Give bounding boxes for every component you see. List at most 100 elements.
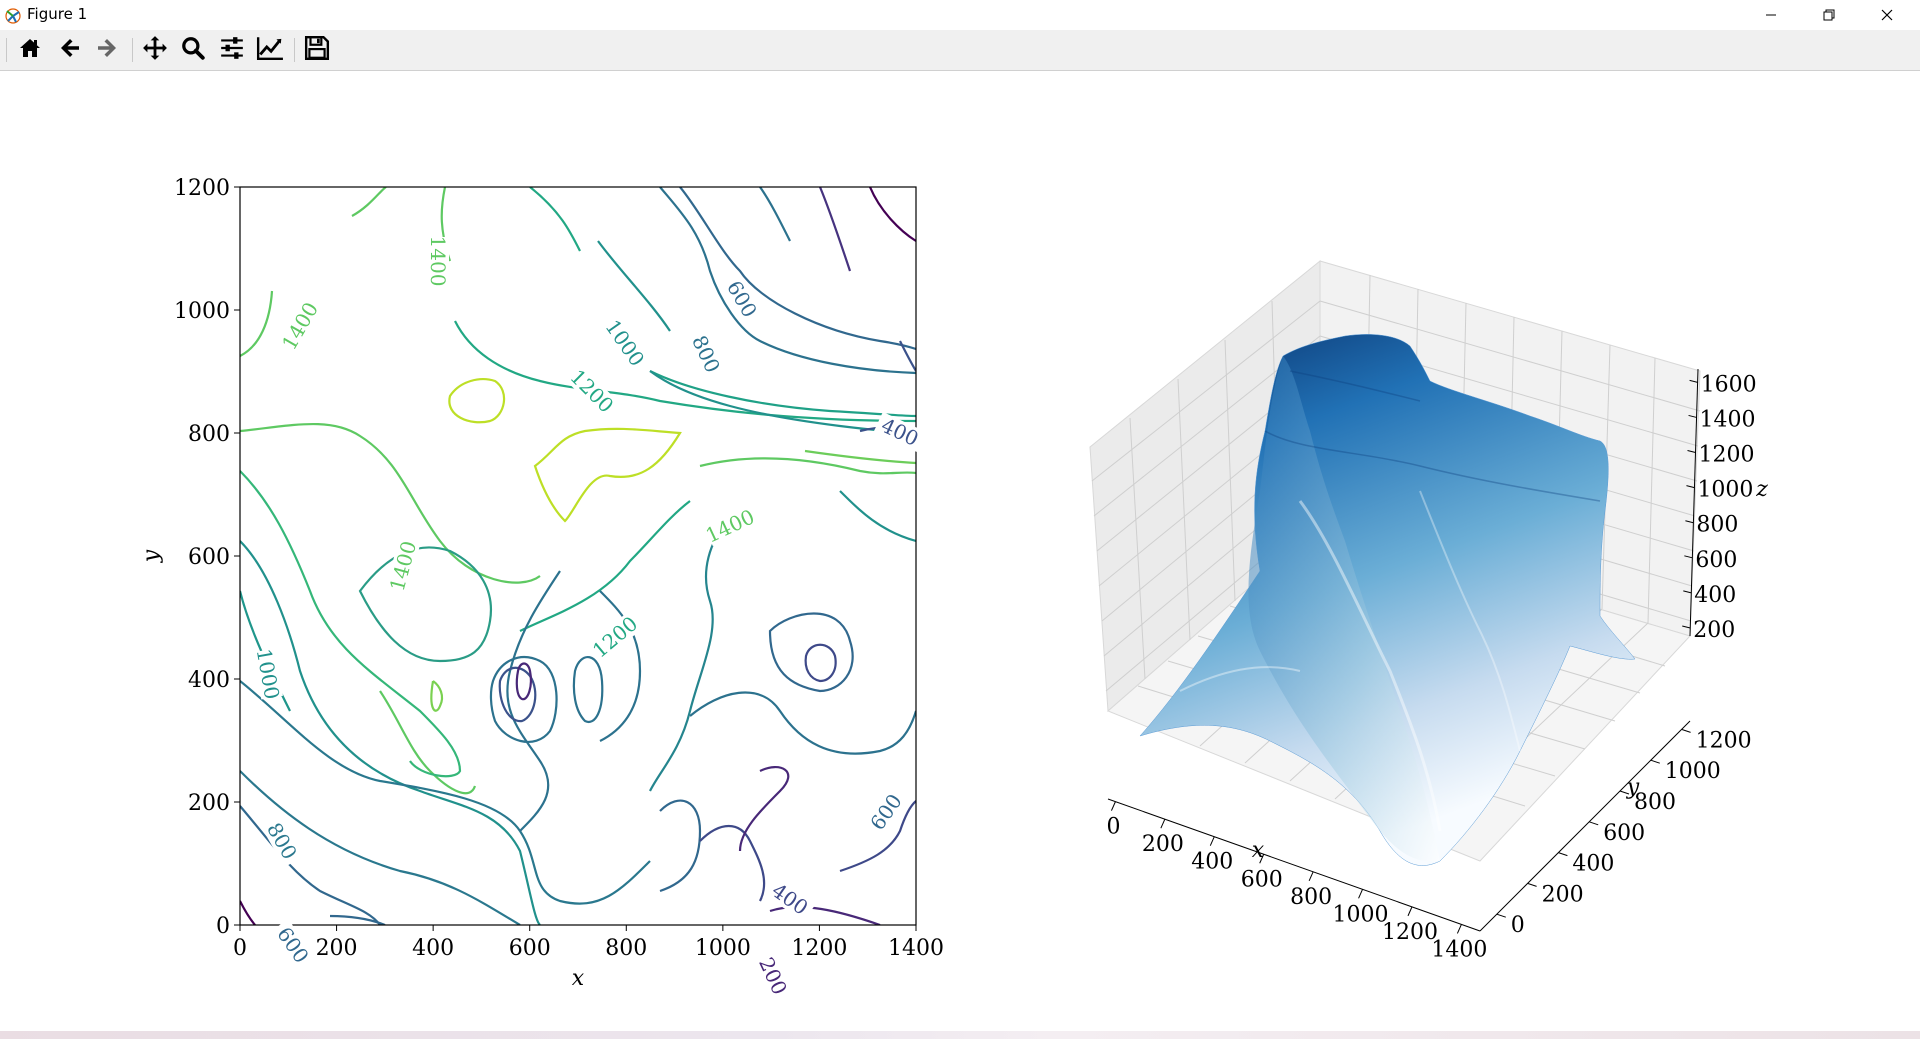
surface-ytick-mark — [1650, 759, 1660, 764]
forward-button[interactable] — [92, 36, 122, 64]
subplots-button[interactable] — [217, 36, 247, 64]
contour-label-bg — [873, 411, 927, 453]
surface-xtick-label: 600 — [1241, 867, 1283, 892]
z3d-axis-line — [1689, 368, 1699, 637]
surface-xtick-mark — [1456, 924, 1462, 934]
surface-tick-group: 0200400600800100012001400020040060080010… — [1106, 372, 1756, 962]
surface-xtick-label: 400 — [1191, 850, 1233, 875]
contour-ytick-label: 400 — [188, 668, 230, 693]
contour-label-bg — [764, 876, 816, 922]
home-icon — [18, 36, 42, 64]
contour-xlabel: x — [572, 966, 585, 991]
contour-label-bg — [278, 299, 322, 353]
surface-zlabel: z — [1755, 477, 1768, 502]
figure-canvas[interactable]: 0 200 400 600 800 1000 1200 1400 0 200 400 600 800 10… — [0, 71, 1920, 1031]
y3d-axis-line — [1479, 720, 1691, 932]
surface-ytick-label: 800 — [1634, 790, 1676, 815]
surface-xtick-label: 1200 — [1382, 920, 1438, 945]
surface-xtick-label: 0 — [1106, 815, 1120, 840]
line-chart-icon — [256, 35, 284, 65]
close-icon — [1881, 6, 1893, 25]
surface-xtick-mark — [1259, 854, 1265, 864]
contour-label-group: 1400140010001200800600400140014001200100… — [252, 236, 927, 1003]
home-button[interactable] — [15, 36, 45, 64]
surface-ytick-label: 200 — [1542, 882, 1584, 907]
figure-svg: 0 200 400 600 800 1000 1200 1400020040060080010… — [139, 176, 1768, 1003]
contour-xtick-label: 1400 — [888, 936, 944, 961]
surface-xtick-mark — [1407, 906, 1413, 917]
zoom-button[interactable] — [178, 36, 208, 64]
close-button[interactable] — [1858, 0, 1916, 30]
contour-xtick-label: 800 — [605, 936, 647, 961]
surface3d-axes: 0200400600800100012001400020040060080010… — [1089, 259, 1768, 962]
contour-axes-frame — [239, 186, 917, 926]
arrow-right-icon — [95, 36, 119, 64]
surface-ztick-mark — [1687, 450, 1696, 454]
contour-label-bg — [703, 505, 757, 547]
restore-button[interactable] — [1800, 0, 1858, 30]
save-button[interactable] — [302, 35, 332, 65]
surface-xtick-mark — [1308, 871, 1314, 881]
contour-axes: 0 200 400 600 800 1000 1200 1400020040060080010… — [139, 176, 944, 1003]
surface-ztick-mark — [1688, 414, 1697, 418]
surface-xtick-label: 1000 — [1333, 902, 1389, 927]
surface-ytick-mark — [1681, 728, 1691, 733]
surface-ytick-mark — [1496, 913, 1506, 918]
contour-lines — [240, 187, 916, 925]
contour-ytick-label: 800 — [188, 422, 230, 447]
contour-label-bg — [752, 949, 794, 1003]
floppy-icon — [304, 35, 330, 65]
toolbar-separator — [132, 38, 133, 62]
restore-icon — [1823, 6, 1835, 25]
toolbar-separator — [6, 38, 7, 62]
matplotlib-icon — [4, 7, 22, 25]
contour-xtick-label: 0 — [233, 936, 247, 961]
toolbar-separator — [294, 38, 295, 62]
surface-ztick-label: 1400 — [1700, 407, 1756, 432]
taskbar-strip — [0, 1031, 1920, 1039]
surface-ztick-mark — [1685, 520, 1694, 524]
surface-ztick-label: 600 — [1695, 548, 1737, 573]
contour-ytick-label: 600 — [188, 545, 230, 570]
surface-ztick-mark — [1686, 485, 1695, 489]
sliders-icon — [219, 35, 245, 65]
surface-ztick-label: 200 — [1693, 618, 1735, 643]
navigation-toolbar — [0, 30, 1920, 71]
surface-ytick-label: 600 — [1603, 821, 1645, 846]
surface-ztick-mark — [1683, 590, 1692, 594]
contour-xtick-label: 400 — [412, 936, 454, 961]
contour-label-bg — [386, 539, 420, 593]
surface-ylabel: y — [1626, 775, 1640, 800]
contour-level-label: 1400 — [702, 504, 758, 547]
surface-ytick-mark — [1619, 790, 1630, 795]
contour-tick-group: 0 200 400 600 800 1000 1200 1400020040060080010… — [174, 176, 944, 961]
surface-ytick-label: 1000 — [1665, 759, 1721, 784]
magnifier-icon — [180, 35, 206, 65]
contour-level-label: 1000 — [252, 647, 284, 701]
surface-ztick-label: 1600 — [1701, 372, 1757, 397]
window-title: Figure 1 — [27, 5, 88, 23]
surface-xtick-mark — [1160, 818, 1166, 829]
contour-level-label: 1400 — [277, 298, 323, 354]
minimize-button[interactable] — [1742, 0, 1800, 30]
surface-ytick-mark — [1589, 821, 1599, 826]
surface-ztick-mark — [1684, 555, 1693, 559]
surface-xtick-label: 1400 — [1431, 937, 1487, 962]
back-button[interactable] — [55, 36, 85, 64]
contour-level-label: 1400 — [426, 236, 450, 287]
surface-ztick-label: 1000 — [1697, 478, 1753, 503]
surface-mesh — [1139, 334, 1636, 866]
contour-xtick-label: 600 — [509, 936, 551, 961]
contour-xtick-label: 1000 — [695, 936, 751, 961]
contour-label-bg — [602, 317, 648, 369]
contour-label-bg — [685, 327, 727, 381]
surface-ztick-mark — [1689, 379, 1698, 383]
title-bar: Figure 1 — [0, 0, 1920, 30]
surface-ztick-label: 800 — [1696, 513, 1738, 538]
pan-button[interactable] — [140, 36, 170, 64]
contour-label-bg — [720, 272, 764, 326]
surface-xtick-label: 800 — [1290, 885, 1332, 910]
axes-button[interactable] — [255, 36, 285, 64]
surface-ztick-label: 1200 — [1698, 443, 1754, 468]
move-icon — [142, 35, 168, 65]
